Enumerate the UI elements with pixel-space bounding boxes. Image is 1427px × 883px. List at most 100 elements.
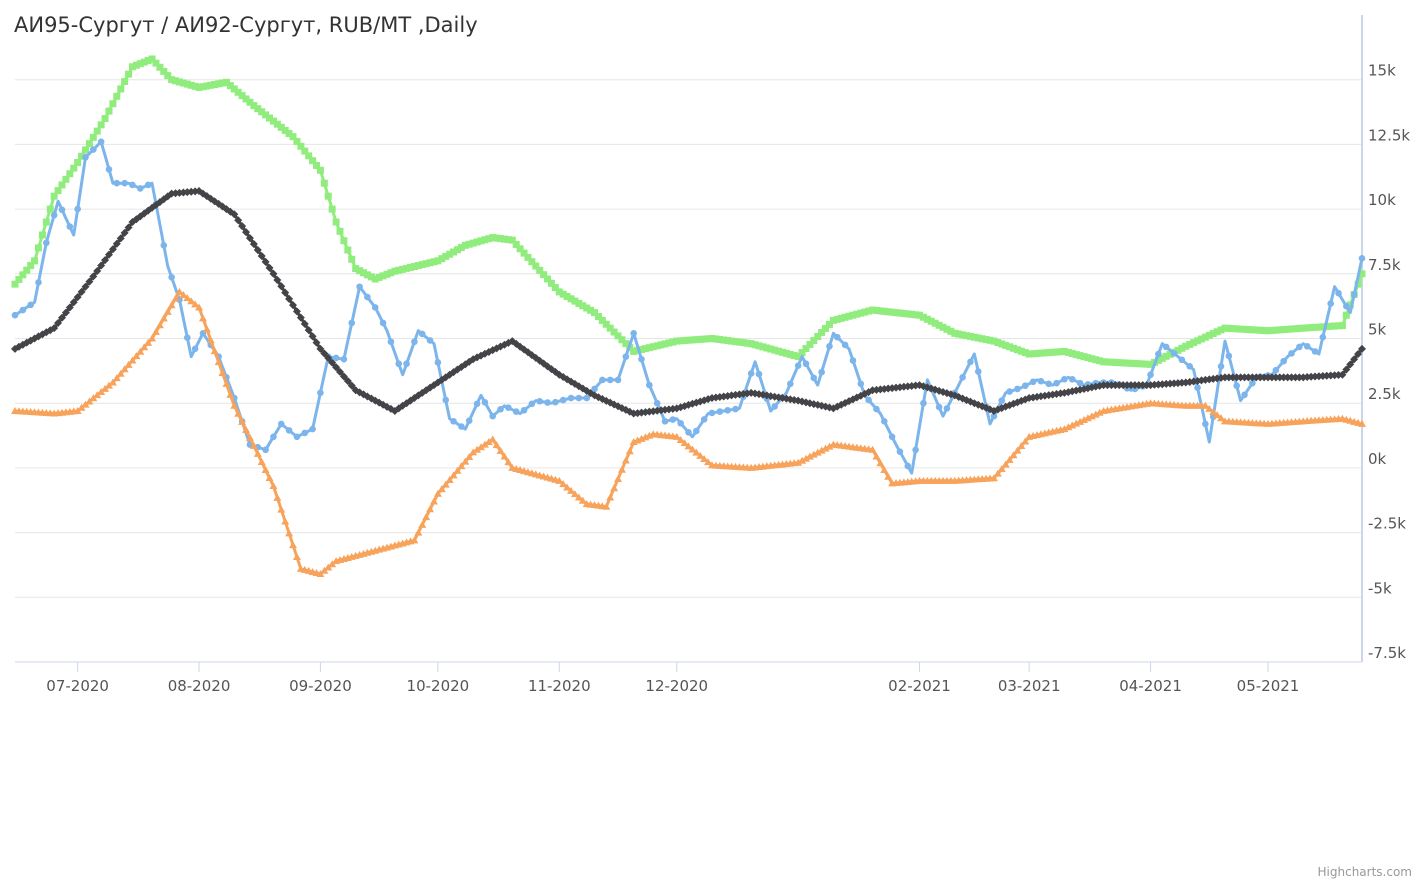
data-point (301, 147, 309, 155)
data-point (536, 397, 544, 405)
data-point (591, 309, 599, 317)
data-point (1174, 346, 1182, 354)
data-point (199, 83, 207, 91)
data-point (622, 340, 630, 348)
data-point (826, 342, 833, 350)
data-point (93, 391, 102, 399)
data-point (1119, 359, 1127, 367)
data-point (253, 449, 262, 457)
data-point (1017, 396, 1026, 405)
data-point (61, 308, 70, 317)
data-point (441, 480, 450, 488)
data-point (89, 272, 98, 281)
data-point (234, 409, 243, 417)
data-point (437, 485, 446, 493)
credits[interactable]: Highcharts.com (1318, 865, 1412, 879)
data-point (391, 267, 399, 275)
data-point (614, 376, 622, 384)
data-point (814, 332, 822, 340)
data-point (677, 337, 685, 345)
data-point (747, 370, 755, 377)
data-point (801, 454, 810, 462)
data-point (873, 405, 880, 413)
data-point (104, 381, 113, 389)
data-point (245, 234, 254, 243)
data-point (1021, 437, 1030, 445)
data-point (269, 269, 278, 278)
data-point (692, 336, 700, 344)
data-point (1096, 357, 1104, 365)
data-point (583, 394, 590, 402)
data-point (137, 185, 144, 192)
data-point (339, 372, 348, 381)
data-point (379, 272, 387, 280)
data-point (908, 310, 916, 318)
data-point (387, 338, 395, 346)
data-point (11, 311, 19, 319)
data-point (461, 241, 469, 249)
data-point (219, 79, 227, 87)
data-point (536, 266, 544, 274)
data-point (822, 324, 830, 332)
data-point (1006, 388, 1013, 395)
data-point (332, 218, 340, 226)
data-point (1296, 343, 1303, 351)
data-point (606, 376, 614, 384)
data-point (136, 60, 144, 68)
data-point (700, 335, 708, 343)
data-point (140, 343, 149, 351)
data-point (340, 355, 348, 363)
data-point (97, 121, 105, 129)
data-point (614, 332, 622, 340)
data-point (1087, 412, 1096, 420)
data-point (246, 98, 254, 106)
data-point (1280, 357, 1287, 365)
x-tick-label: 09-2020 (289, 677, 352, 695)
data-point (117, 85, 125, 93)
data-point (265, 473, 274, 481)
data-point (724, 337, 732, 345)
data-point (129, 181, 136, 189)
data-point (203, 82, 211, 90)
data-point (104, 250, 113, 259)
y-tick-label: -2.5k (1368, 515, 1406, 533)
data-point (1358, 419, 1366, 427)
data-point (352, 265, 360, 273)
y-tick-label: 0k (1368, 450, 1387, 468)
data-point (1303, 324, 1311, 332)
data-point (1064, 348, 1072, 356)
data-point (469, 448, 478, 456)
data-point (50, 211, 58, 219)
data-point (300, 319, 309, 328)
data-point (665, 339, 673, 347)
data-point (430, 258, 438, 266)
data-point (172, 77, 180, 85)
data-point (132, 61, 140, 69)
data-point (292, 553, 301, 561)
data-point (939, 323, 947, 331)
data-point (277, 123, 285, 131)
data-point (841, 341, 849, 349)
data-point (156, 63, 164, 71)
data-point (269, 482, 278, 490)
data-point (101, 256, 110, 265)
data-point (328, 205, 336, 213)
data-point (1143, 360, 1151, 368)
data-point (304, 326, 313, 335)
data-point (348, 255, 356, 263)
data-point (422, 260, 430, 268)
data-point (1033, 349, 1041, 357)
data-point (1291, 325, 1299, 333)
data-point (89, 133, 97, 141)
data-point (363, 271, 371, 279)
data-point (700, 454, 709, 462)
data-point (817, 446, 826, 454)
axes (15, 15, 1363, 663)
chart-title: АИ95-Сургут / АИ92-Сургут, RUB/MT ,Daily (14, 13, 478, 37)
data-point (1354, 280, 1362, 288)
data-point (547, 279, 555, 287)
data-point (238, 417, 247, 425)
data-point (77, 287, 86, 296)
data-point (716, 408, 724, 415)
data-point (317, 389, 324, 397)
